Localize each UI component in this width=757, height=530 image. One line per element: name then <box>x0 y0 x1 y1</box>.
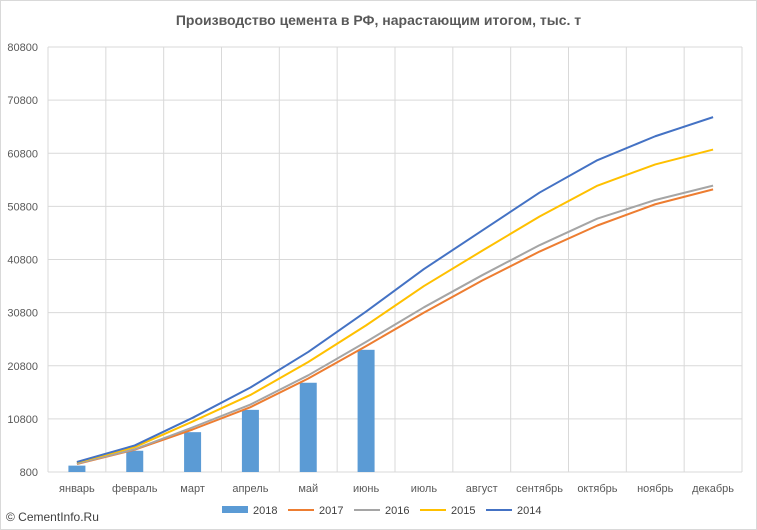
x-tick-label: декабрь <box>692 483 734 495</box>
x-tick-label: июнь <box>353 483 379 495</box>
y-tick-label: 70800 <box>7 95 38 107</box>
legend-label-2016: 2016 <box>385 505 409 517</box>
legend-label-2017: 2017 <box>319 505 343 517</box>
x-tick-label: январь <box>59 483 95 495</box>
y-tick-label: 800 <box>20 467 38 479</box>
x-tick-label: май <box>298 483 318 495</box>
bar-2018 <box>241 409 259 472</box>
source-label: © CementInfo.Ru <box>6 510 99 524</box>
bar-2018 <box>184 432 202 472</box>
y-tick-label: 50800 <box>7 201 38 213</box>
y-tick-label: 60800 <box>7 148 38 160</box>
legend-swatch-2018 <box>222 506 248 513</box>
x-tick-label: февраль <box>112 483 158 495</box>
x-tick-label: сентябрь <box>516 483 563 495</box>
bar-2018 <box>299 382 317 472</box>
x-tick-label: октябрь <box>577 483 617 495</box>
x-tick-label: апрель <box>232 483 268 495</box>
bar-2018 <box>126 450 144 472</box>
x-tick-label: март <box>180 483 205 495</box>
legend-label-2014: 2014 <box>517 505 541 517</box>
bar-2018 <box>68 465 86 472</box>
series-line-2017 <box>76 188 714 466</box>
series-line-2016 <box>76 184 714 465</box>
bar-2018 <box>357 349 375 472</box>
x-tick-label: август <box>466 483 498 495</box>
series-line-2015 <box>76 148 714 464</box>
y-tick-label: 10800 <box>7 414 38 426</box>
x-tick-label: ноябрь <box>637 483 674 495</box>
x-tick-label: июль <box>411 483 438 495</box>
y-tick-label: 30800 <box>7 308 38 320</box>
series-line-2014 <box>76 116 714 463</box>
y-tick-label: 80800 <box>7 42 38 54</box>
y-tick-label: 40800 <box>7 255 38 267</box>
legend-label-2015: 2015 <box>451 505 475 517</box>
legend-label-2018: 2018 <box>253 505 277 517</box>
y-tick-label: 20800 <box>7 361 38 373</box>
chart-title: Производство цемента в РФ, нарастающим и… <box>175 12 582 28</box>
